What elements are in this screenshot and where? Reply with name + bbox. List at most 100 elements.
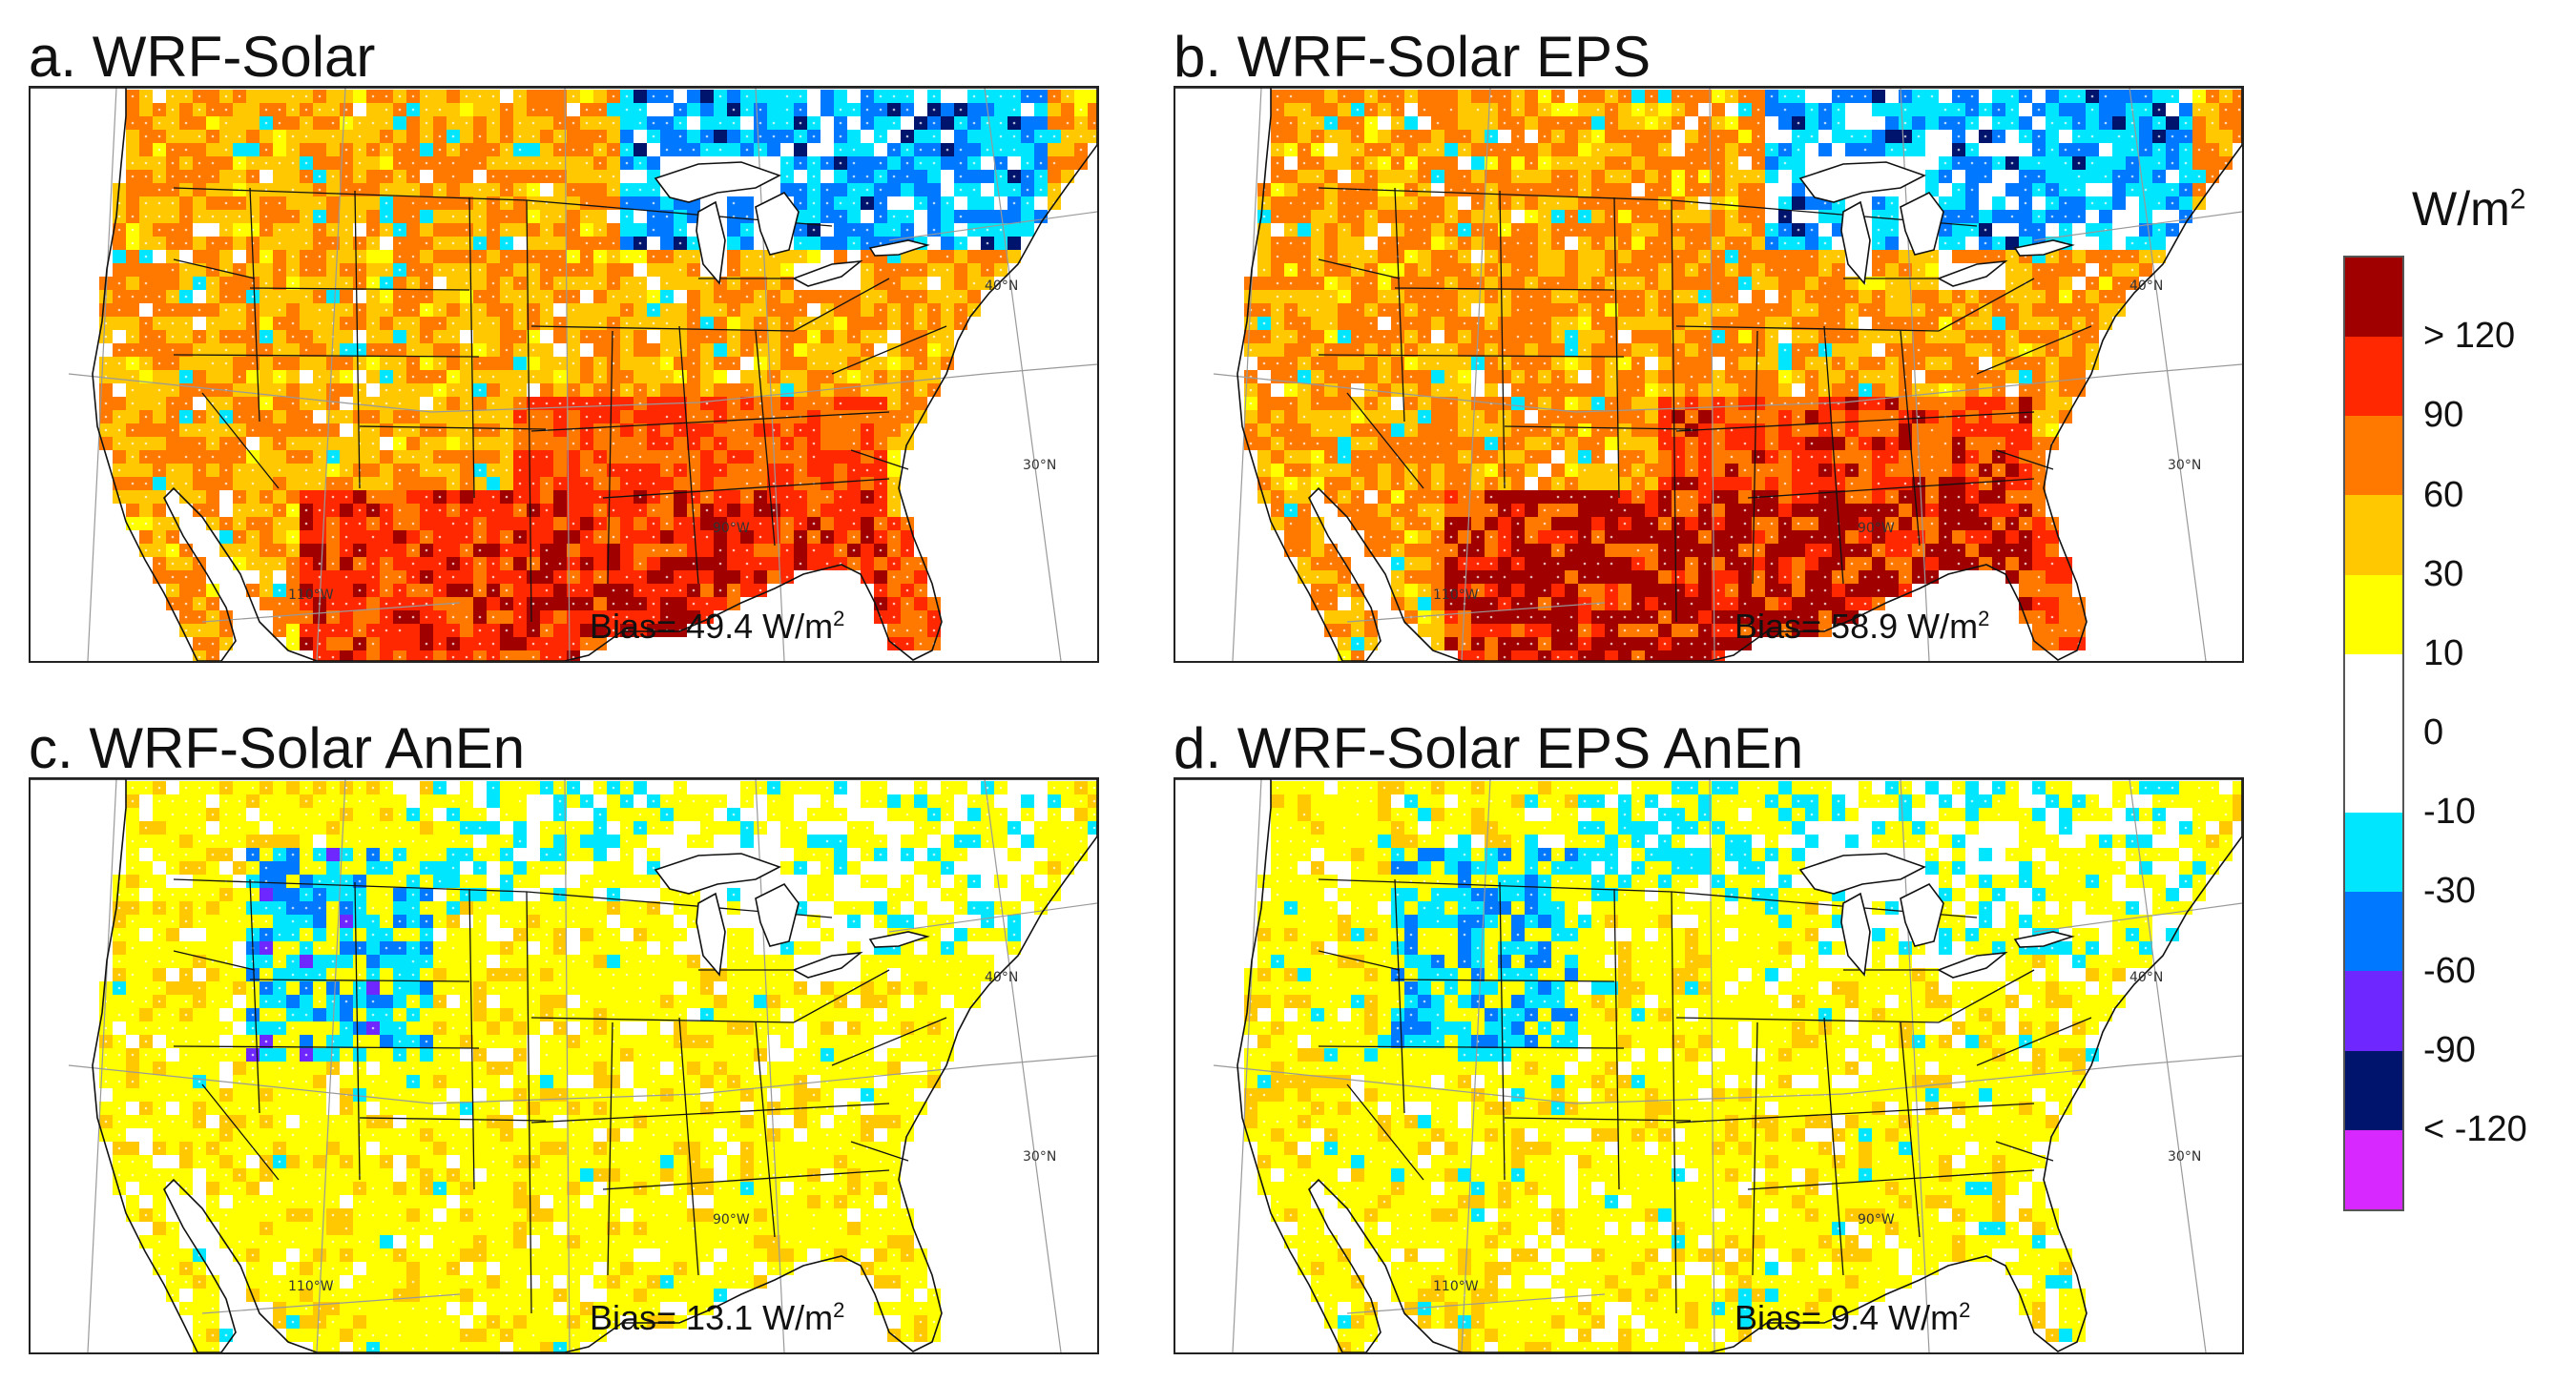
graticule-line (984, 88, 1062, 661)
bias-label-d: Bias= 9.4 W/m2 (1735, 1298, 1971, 1337)
state-boundary (1675, 325, 1940, 332)
graticule-label: 30°N (1023, 1149, 1056, 1165)
graticule-line (68, 1055, 1097, 1104)
state-boundary (1318, 354, 1625, 358)
colorbar-segment (2345, 495, 2402, 575)
graticule-line (2129, 88, 2207, 661)
graticule-line (87, 88, 117, 661)
state-boundary (1671, 199, 1677, 623)
state-boundary (1823, 1017, 1844, 1276)
state-boundary (1346, 392, 1424, 489)
bias-map: 40°N 30°N 90°W 110°W (31, 88, 1097, 661)
state-boundary (526, 891, 532, 1314)
graticule-label: 110°W (288, 1279, 334, 1294)
state-boundary (1318, 1045, 1625, 1049)
state-boundary (755, 330, 776, 547)
great-lake (1937, 951, 2008, 979)
state-boundary (1346, 1083, 1424, 1181)
state-boundary (1675, 1017, 1940, 1023)
graticule-line (1232, 88, 1262, 661)
graticule-line (316, 779, 346, 1352)
graticule-line (87, 779, 117, 1352)
state-boundary (1394, 287, 1615, 291)
state-boundary (1752, 330, 1758, 585)
state-boundary (468, 196, 475, 499)
state-boundary (1499, 881, 1506, 1181)
state-boundary (468, 888, 475, 1190)
state-boundary (1995, 1141, 2054, 1162)
panel-title-a: a. WRF-Solar (29, 25, 376, 89)
colorbar-tick-label: > 120 (2423, 316, 2516, 357)
map-panel-d: 40°N 30°N 90°W 110°W (1174, 777, 2244, 1354)
colorbar-tick-label: -90 (2423, 1029, 2476, 1070)
state-boundary (1394, 979, 1615, 982)
state-boundary (755, 1021, 776, 1238)
map-panel-a: 40°N 30°N 90°W 110°W (29, 86, 1099, 663)
graticule-label: 40°N (2129, 970, 2163, 985)
great-lake (1937, 259, 2008, 287)
state-boundary (793, 969, 890, 1023)
great-lake (1840, 200, 1871, 285)
colorbar-tick-label: -30 (2423, 871, 2476, 912)
panel-title-b: b. WRF-Solar EPS (1174, 25, 1652, 89)
bias-grid-cells (1244, 781, 2242, 1352)
graticule-line (68, 363, 1097, 413)
state-boundary (1613, 196, 1620, 499)
state-boundary (1823, 325, 1844, 585)
colorbar-segment (2345, 337, 2402, 417)
graticule-line (1461, 779, 1491, 1352)
colorbar-tick-label: -60 (2423, 950, 2476, 991)
state-boundary (1613, 888, 1620, 1190)
state-boundary (1747, 1169, 2035, 1190)
state-boundary (678, 1017, 699, 1276)
great-lake (1798, 161, 1927, 203)
graticule-label: 90°W (1858, 1212, 1895, 1227)
state-boundary (1900, 1021, 1921, 1238)
state-boundary (1976, 325, 2092, 375)
state-boundary (1675, 411, 2035, 432)
colorbar-segment (2345, 416, 2402, 496)
state-boundary (1394, 187, 1405, 423)
colorbar-segment (2345, 1050, 2402, 1130)
graticule-line (2033, 902, 2242, 933)
great-lake (2013, 931, 2075, 948)
graticule-label: 30°N (2168, 458, 2201, 473)
graticule-line (1709, 779, 1715, 1352)
state-boundary (1900, 330, 1921, 547)
state-boundary (1499, 190, 1506, 489)
state-boundary (1747, 478, 2035, 499)
state-boundary (173, 258, 256, 279)
graticule-line (316, 88, 346, 661)
colorbar-tick-label: 0 (2423, 712, 2444, 753)
graticule-line (984, 779, 1062, 1352)
state-boundary (526, 199, 532, 623)
colorbar-tick-label: 90 (2423, 395, 2464, 436)
map-panel-b: 40°N 30°N 90°W 110°W (1174, 86, 2244, 663)
graticule-line (888, 902, 1097, 933)
colorbar-segment (2345, 892, 2402, 972)
panel-title-d: d. WRF-Solar EPS AnEn (1174, 716, 1804, 780)
graticule-line (1709, 88, 1715, 661)
graticule-line (1346, 1293, 1606, 1314)
state-boundary (607, 1021, 613, 1276)
graticule-label: 110°W (1433, 588, 1479, 603)
great-lake (868, 931, 930, 948)
graticule-line (1461, 88, 1491, 661)
graticule-line (1213, 1055, 2242, 1104)
great-lake (1840, 892, 1871, 977)
graticule-line (1213, 363, 2242, 413)
state-boundary (602, 478, 890, 499)
state-boundary (1938, 969, 2035, 1023)
graticule-label: 90°W (713, 1212, 750, 1227)
state-boundary (201, 1083, 280, 1181)
bias-map: 40°N 30°N 90°W 110°W (1175, 88, 2242, 661)
colorbar-segment (2345, 258, 2402, 338)
graticule-line (2129, 779, 2207, 1352)
coastline (1175, 88, 2242, 661)
state-boundary (831, 325, 947, 375)
state-boundary (831, 1017, 947, 1066)
graticule-label: 110°W (288, 588, 334, 603)
state-boundary (1671, 891, 1677, 1314)
bias-label-c: Bias= 13.1 W/m2 (590, 1298, 845, 1337)
state-boundary (354, 881, 361, 1181)
